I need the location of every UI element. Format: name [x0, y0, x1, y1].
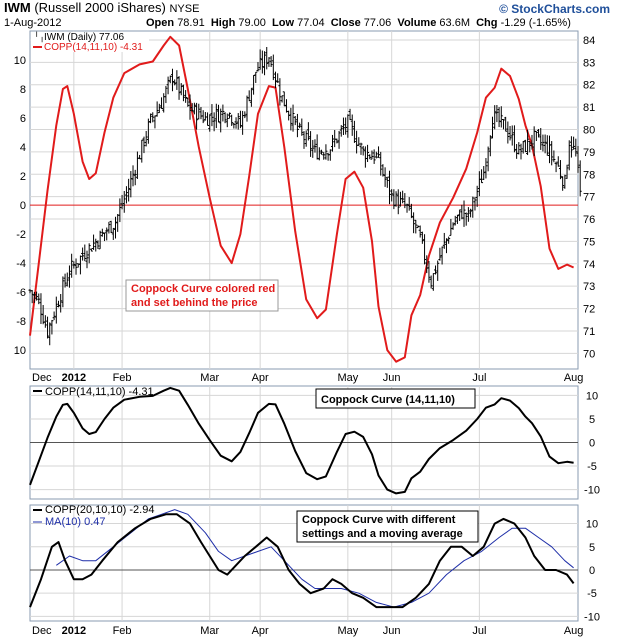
price-annotation-box [125, 279, 279, 312]
low-value: 77.04 [297, 17, 325, 29]
price-legend-label: IWM (Daily) 77.06 [44, 32, 124, 43]
coppock-tick-label: -10 [584, 485, 600, 497]
x-axis-label-top: Jul [472, 372, 486, 384]
price-annotation-line-2: and set behind the price [131, 297, 258, 309]
coppock-ma-tick-label: -10 [584, 611, 600, 623]
coppock-left-tick-label: 0 [20, 200, 26, 212]
brand-logo: © StockCharts.com [499, 2, 610, 16]
x-axis-label-bottom: Dec [32, 625, 52, 637]
low-label: Low [272, 17, 295, 29]
coppock-legend-label: COPP(14,11,10) -4.31 [44, 42, 143, 53]
x-axis-label-bottom: 2012 [62, 625, 86, 637]
coppock-left-tick-label: 4 [20, 142, 26, 154]
x-axis-label-bottom: Feb [113, 625, 132, 637]
open-label: Open [146, 17, 175, 29]
coppock-panel-legend-label: COPP(14,11,10) -4.31 [45, 386, 154, 398]
x-axis-label-top: Aug [564, 372, 584, 384]
x-axis-label-bottom: May [337, 625, 358, 637]
coppock-red-line [29, 35, 575, 363]
ticker-name: (Russell 2000 iShares) [34, 0, 166, 15]
ohlc-bar-icon: ╵╷ [34, 31, 45, 43]
coppock-20-line [29, 513, 575, 609]
price-tick-label: 76 [583, 214, 595, 226]
price-legend-box [31, 32, 149, 52]
ma-legend-label: MA(10) 0.47 [45, 516, 106, 528]
price-tick-label: 72 [583, 304, 595, 316]
x-axis-label-bottom: Apr [252, 625, 269, 637]
x-axis-label-bottom: Jun [383, 625, 401, 637]
x-axis-label-top: 2012 [62, 372, 86, 384]
price-tick-label: 74 [583, 259, 595, 271]
open-value: 78.91 [177, 17, 205, 29]
chart-title: IWM (Russell 2000 iShares) NYSE [4, 0, 199, 15]
coppock-ma-annotation-line-1: Coppock Curve with different [302, 514, 456, 526]
price-tick-label: 80 [583, 124, 595, 136]
x-axis-label-bottom: Aug [564, 625, 584, 637]
close-value: 77.06 [363, 17, 392, 29]
close-label: Close [330, 17, 361, 29]
coppock-left-tick-label: -6 [16, 287, 26, 299]
price-tick-label: 81 [583, 102, 595, 114]
quote-summary: Open 78.91 High 79.00 Low 77.04 Close 77… [146, 17, 571, 29]
coppock-ma-tick-label: -5 [587, 588, 597, 600]
coppock-ma-tick-label: 0 [589, 565, 595, 577]
price-panel [29, 30, 579, 370]
coppock-left-tick-label: -2 [16, 229, 26, 241]
x-axis-label-bottom: Mar [200, 625, 219, 637]
volume-label: Volume [397, 17, 437, 29]
chg-value: -1.29 (-1.65%) [500, 17, 571, 29]
price-tick-label: 71 [583, 326, 595, 338]
price-tick-label: 73 [583, 281, 595, 293]
x-axis-label-bottom: Jul [472, 625, 486, 637]
ticker-symbol: IWM [4, 0, 31, 15]
coppock-tick-label: -5 [587, 461, 597, 473]
coppock-tick-label: 5 [589, 414, 595, 426]
chg-label: Chg [476, 17, 498, 29]
coppock-ma-annotation-box [296, 510, 479, 543]
coppock-annotation: Coppock Curve (14,11,10) [321, 394, 455, 406]
coppock-left-tick-label: -8 [16, 316, 26, 328]
coppock-left-tick-label: 6 [20, 113, 26, 125]
coppock-ma-annotation-line-2: settings and a moving average [302, 528, 463, 540]
high-label: High [210, 17, 236, 29]
price-tick-label: 77 [583, 192, 595, 204]
x-axis-label-top: Jun [383, 372, 401, 384]
price-tick-label: 79 [583, 147, 595, 159]
coppock-left-tick-label: 2 [20, 171, 26, 183]
price-tick-label: 70 [583, 348, 595, 360]
coppock-black-line [29, 386, 574, 495]
x-axis-label-top: May [337, 372, 358, 384]
coppock-ma-tick-label: 10 [586, 519, 598, 531]
coppock-left-tick-label: 10 [14, 345, 26, 357]
coppock-left-tick-label: 8 [20, 84, 26, 96]
high-value: 79.00 [238, 17, 266, 29]
price-tick-label: 82 [583, 80, 595, 92]
x-axis-label-top: Apr [252, 372, 269, 384]
price-tick-label: 78 [583, 169, 595, 181]
coppock-tick-label: 0 [589, 438, 595, 450]
exchange-label: NYSE [169, 3, 200, 15]
quote-date: 1-Aug-2012 [4, 17, 62, 29]
x-axis-label-top: Dec [32, 372, 52, 384]
price-tick-label: 75 [583, 236, 595, 248]
volume-value: 63.6M [439, 17, 470, 29]
price-tick-label: 83 [583, 57, 595, 69]
coppock-annotation-box [315, 388, 476, 409]
x-axis-label-top: Feb [113, 372, 132, 384]
coppock-ma-tick-label: 5 [589, 542, 595, 554]
coppock-left-tick-label: -4 [16, 258, 26, 270]
coppock-left-tick-label: 10 [14, 55, 26, 67]
price-tick-label: 84 [583, 35, 595, 47]
coppock-tick-label: 10 [586, 390, 598, 402]
price-annotation-line-1: Coppock Curve colored red [131, 283, 275, 295]
x-axis-label-top: Mar [200, 372, 219, 384]
coppock-20-legend-label: COPP(20,10,10) -2.94 [45, 504, 154, 516]
